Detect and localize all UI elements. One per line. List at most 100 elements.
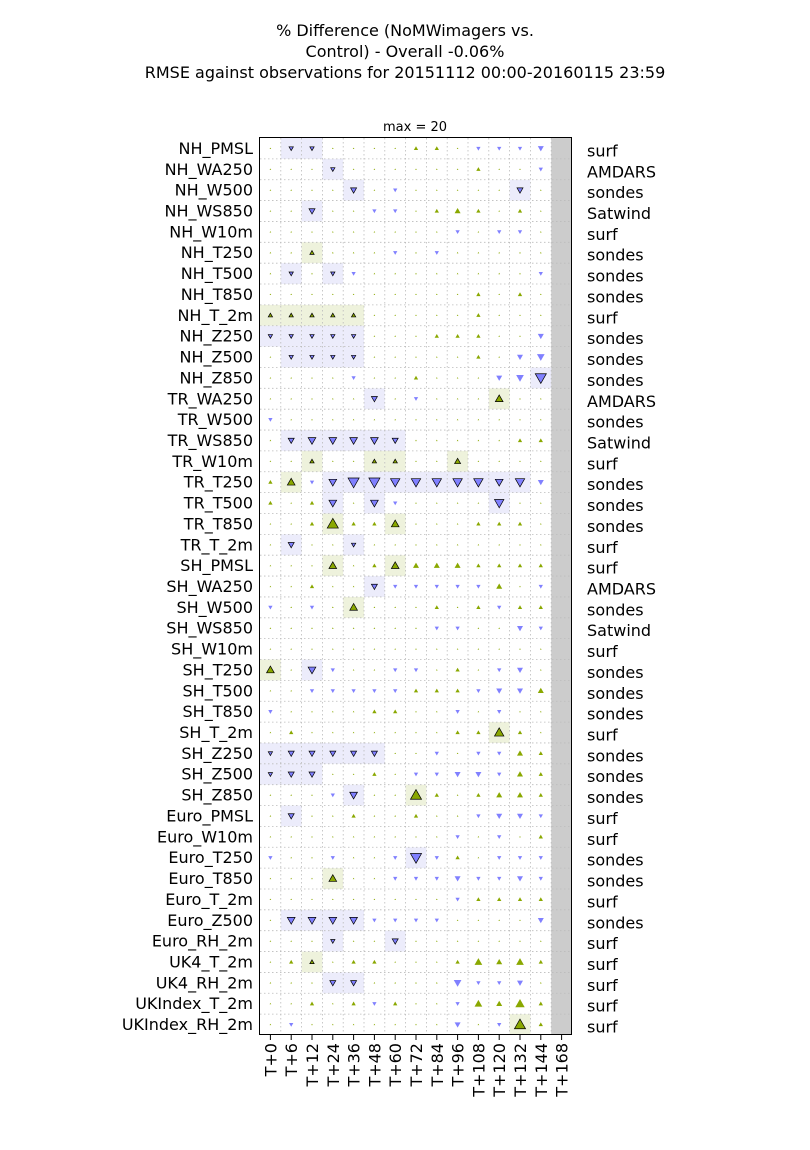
improvement-marker bbox=[538, 772, 543, 776]
degradation-marker bbox=[350, 355, 357, 360]
obs-type-label: sondes bbox=[587, 872, 644, 891]
degradation-marker bbox=[349, 187, 358, 194]
degradation-marker bbox=[538, 856, 543, 860]
improvement-marker bbox=[309, 584, 315, 589]
degradation-marker bbox=[517, 813, 523, 819]
degradation-marker bbox=[497, 1022, 502, 1027]
improvement-marker bbox=[415, 627, 417, 629]
improvement-marker bbox=[352, 856, 355, 859]
degradation-marker bbox=[434, 918, 439, 923]
row-label: UKIndex_RH_2m bbox=[122, 1015, 253, 1035]
degradation-marker bbox=[537, 479, 544, 486]
degradation-marker bbox=[496, 375, 503, 381]
improvement-marker bbox=[519, 272, 521, 275]
row-label: SH_WS850 bbox=[166, 619, 253, 639]
degradation-marker bbox=[497, 751, 502, 756]
improvement-marker bbox=[519, 251, 521, 254]
improvement-marker bbox=[477, 397, 480, 400]
improvement-marker bbox=[540, 982, 542, 984]
improvement-marker bbox=[476, 208, 481, 213]
improvement-marker bbox=[311, 189, 313, 191]
degradation-marker bbox=[413, 584, 419, 589]
improvement-marker bbox=[538, 792, 543, 797]
improvement-marker bbox=[415, 961, 417, 963]
scorecard-max-label: max = 20 bbox=[383, 120, 447, 135]
improvement-marker bbox=[436, 940, 438, 942]
improvement-marker bbox=[373, 794, 376, 796]
improvement-marker bbox=[311, 168, 313, 170]
degradation-marker bbox=[476, 584, 481, 589]
row-label: Euro_Z500 bbox=[167, 911, 253, 931]
degradation-marker bbox=[372, 1002, 377, 1006]
improvement-marker bbox=[415, 502, 417, 504]
degradation-marker bbox=[330, 793, 335, 798]
degradation-marker bbox=[476, 814, 481, 819]
degradation-marker bbox=[288, 334, 294, 340]
improvement-marker bbox=[332, 189, 334, 191]
degradation-marker bbox=[434, 251, 439, 255]
improvement-marker bbox=[538, 959, 543, 964]
row-label: Euro_T250 bbox=[168, 848, 253, 868]
improvement-marker bbox=[477, 710, 480, 713]
degradation-marker bbox=[393, 876, 398, 881]
improvement-marker bbox=[330, 312, 336, 318]
improvement-marker bbox=[415, 251, 417, 254]
row-label: NH_T_2m bbox=[177, 306, 253, 326]
degradation-marker bbox=[497, 668, 502, 673]
x-tick-label: T+24 bbox=[324, 1043, 343, 1088]
improvement-marker bbox=[269, 877, 272, 880]
degradation-marker bbox=[413, 772, 419, 777]
improvement-marker bbox=[498, 648, 500, 650]
improvement-marker bbox=[477, 648, 480, 650]
degradation-marker bbox=[434, 876, 439, 881]
improvement-marker bbox=[477, 460, 480, 462]
improvement-marker bbox=[290, 982, 292, 984]
improvement-marker bbox=[290, 648, 292, 650]
degradation-marker bbox=[369, 437, 379, 446]
improvement-marker bbox=[394, 961, 396, 963]
improvement-marker bbox=[477, 439, 480, 442]
improvement-marker bbox=[415, 314, 417, 316]
improvement-marker bbox=[474, 958, 483, 965]
row-label: UK4_T_2m bbox=[169, 952, 253, 972]
improvement-marker bbox=[476, 730, 481, 735]
improvement-marker bbox=[290, 251, 292, 254]
improvement-marker bbox=[311, 1023, 313, 1026]
improvement-marker bbox=[456, 356, 459, 358]
row-label: SH_Z250 bbox=[181, 744, 253, 764]
improvement-marker bbox=[456, 439, 459, 442]
improvement-marker bbox=[332, 1002, 334, 1005]
row-label: UK4_RH_2m bbox=[156, 973, 253, 993]
improvement-marker bbox=[311, 293, 313, 296]
improvement-marker bbox=[456, 752, 459, 754]
improvement-marker bbox=[373, 377, 376, 379]
improvement-marker bbox=[328, 873, 338, 882]
improvement-marker bbox=[309, 312, 315, 318]
obs-type-label: surf bbox=[587, 976, 618, 995]
improvement-marker bbox=[269, 189, 272, 191]
obs-type-label: sondes bbox=[587, 329, 644, 348]
improvement-marker bbox=[269, 564, 272, 567]
improvement-marker bbox=[311, 794, 313, 796]
degradation-marker bbox=[476, 876, 481, 881]
improvement-marker bbox=[269, 168, 272, 170]
x-tick-label: T+12 bbox=[303, 1043, 322, 1088]
improvement-marker bbox=[394, 168, 396, 170]
obs-type-label: surf bbox=[587, 454, 618, 473]
row-label: NH_T250 bbox=[181, 243, 253, 263]
improvement-marker bbox=[476, 167, 481, 171]
improvement-marker bbox=[537, 687, 544, 694]
improvement-marker bbox=[311, 856, 313, 859]
improvement-marker bbox=[352, 210, 355, 212]
obs-type-label: sondes bbox=[587, 267, 644, 286]
degradation-marker bbox=[476, 981, 481, 985]
improvement-marker bbox=[436, 397, 438, 400]
obs-type-label: Satwind bbox=[587, 621, 651, 640]
degradation-marker bbox=[309, 146, 315, 152]
degradation-marker bbox=[413, 668, 419, 673]
improvement-marker bbox=[373, 272, 376, 275]
improvement-marker bbox=[309, 500, 315, 505]
improvement-marker bbox=[436, 272, 438, 275]
marks-layer bbox=[265, 146, 547, 1030]
improvement-marker bbox=[332, 961, 334, 963]
